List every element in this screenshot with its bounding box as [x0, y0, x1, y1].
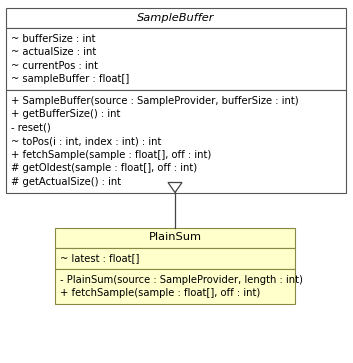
Bar — [55, 269, 295, 304]
Text: + fetchSample(sample : float[], off : int): + fetchSample(sample : float[], off : in… — [60, 288, 260, 298]
Text: - reset(): - reset() — [11, 123, 51, 133]
Bar — [6, 90, 346, 192]
Text: + fetchSample(sample : float[], off : int): + fetchSample(sample : float[], off : in… — [11, 150, 211, 160]
Text: + getBufferSize() : int: + getBufferSize() : int — [11, 109, 120, 119]
Text: ~ sampleBuffer : float[]: ~ sampleBuffer : float[] — [11, 74, 129, 84]
Bar — [55, 228, 295, 248]
Text: ~ latest : float[]: ~ latest : float[] — [60, 253, 139, 263]
Text: ~ toPos(i : int, index : int) : int: ~ toPos(i : int, index : int) : int — [11, 136, 161, 146]
Polygon shape — [168, 183, 182, 192]
Text: PlainSum: PlainSum — [149, 232, 202, 242]
Text: # getOldest(sample : float[], off : int): # getOldest(sample : float[], off : int) — [11, 163, 197, 173]
Text: # getActualSize() : int: # getActualSize() : int — [11, 177, 121, 187]
Bar — [6, 8, 346, 28]
Text: + SampleBuffer(source : SampleProvider, bufferSize : int): + SampleBuffer(source : SampleProvider, … — [11, 96, 299, 106]
Text: ~ bufferSize : int: ~ bufferSize : int — [11, 34, 96, 44]
Text: SampleBuffer: SampleBuffer — [137, 13, 215, 23]
Text: ~ currentPos : int: ~ currentPos : int — [11, 61, 98, 71]
Bar — [6, 28, 346, 90]
Text: - PlainSum(source : SampleProvider, length : int): - PlainSum(source : SampleProvider, leng… — [60, 275, 303, 285]
Bar — [55, 248, 295, 269]
Text: ~ actualSize : int: ~ actualSize : int — [11, 47, 96, 57]
